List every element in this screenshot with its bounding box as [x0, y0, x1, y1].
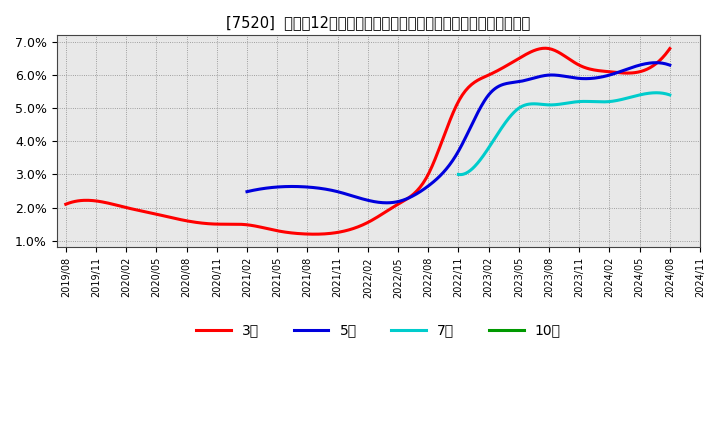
Title: [7520]  売上高12か月移動合計の対前年同期増減率の標準偏差の推移: [7520] 売上高12か月移動合計の対前年同期増減率の標準偏差の推移 — [226, 15, 531, 30]
Legend: 3年, 5年, 7年, 10年: 3年, 5年, 7年, 10年 — [190, 318, 567, 343]
